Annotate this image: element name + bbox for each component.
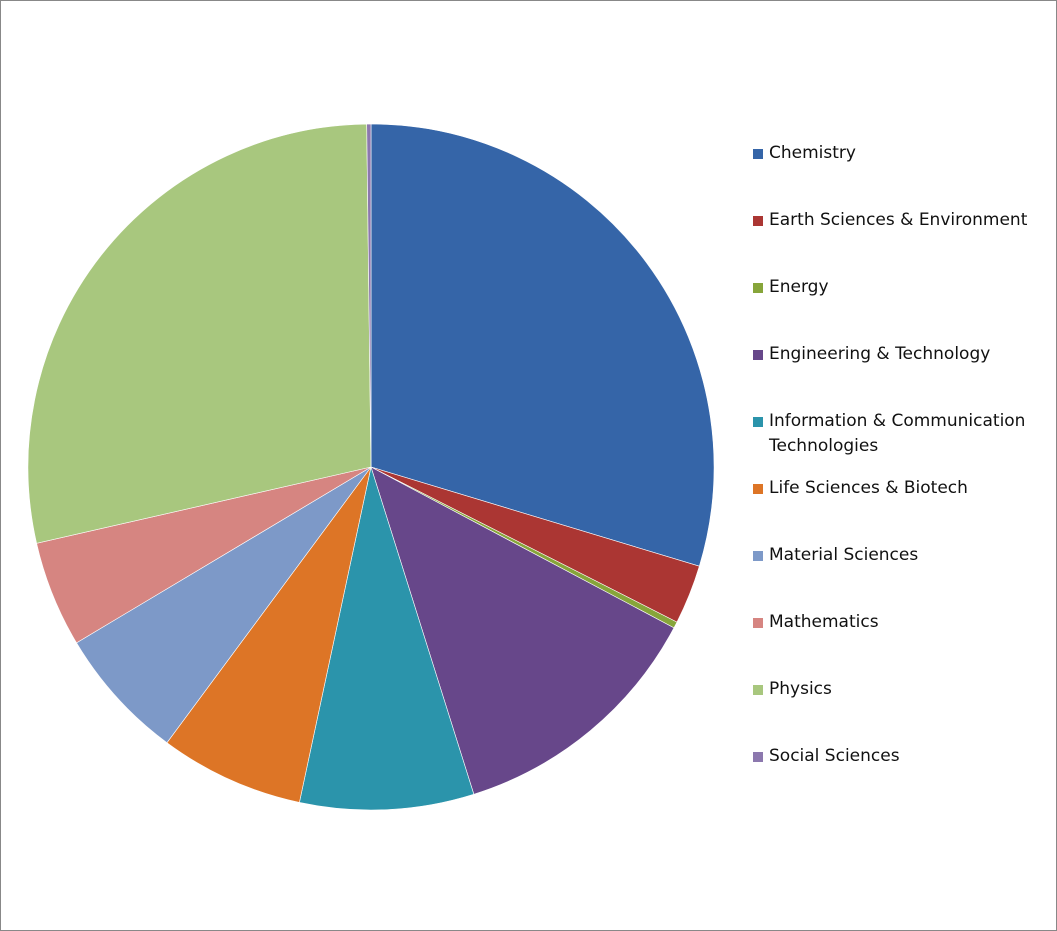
legend-item: Engineering & Technology xyxy=(753,342,1043,367)
legend-item: Life Sciences & Biotech xyxy=(753,476,1043,501)
legend-item: Chemistry xyxy=(753,141,1043,166)
legend-swatch xyxy=(753,350,763,360)
pie-slice xyxy=(76,466,372,744)
legend-label: Information & Communication Technologies xyxy=(769,411,1026,456)
legend-swatch xyxy=(753,685,763,695)
legend-item: Social Sciences xyxy=(753,744,1043,769)
legend-swatch xyxy=(753,484,763,494)
pie-slice xyxy=(166,466,372,803)
legend-label: Chemistry xyxy=(769,143,856,163)
legend-item: Energy xyxy=(753,275,1043,300)
pie-slice xyxy=(370,466,675,795)
legend-swatch xyxy=(753,417,763,427)
legend-swatch xyxy=(753,551,763,561)
legend-label: Mathematics xyxy=(769,612,879,632)
legend-label: Social Sciences xyxy=(769,746,900,766)
pie-slice xyxy=(27,123,372,544)
pie-slice xyxy=(366,123,372,468)
legend-swatch xyxy=(753,283,763,293)
legend-item: Material Sciences xyxy=(753,543,1043,568)
legend-item: Earth Sciences & Environment xyxy=(753,208,1043,233)
legend-swatch xyxy=(753,149,763,159)
legend-swatch xyxy=(753,618,763,628)
legend-label: Physics xyxy=(769,679,832,699)
legend-label: Energy xyxy=(769,277,829,297)
legend-swatch xyxy=(753,752,763,762)
legend-label: Earth Sciences & Environment xyxy=(769,210,1028,230)
legend-item: Information & Communication Technologies xyxy=(753,409,1043,459)
legend-item: Physics xyxy=(753,677,1043,702)
legend-label: Engineering & Technology xyxy=(769,344,991,364)
pie-slice xyxy=(299,465,475,811)
legend-item: Mathematics xyxy=(753,610,1043,635)
legend-label: Life Sciences & Biotech xyxy=(769,478,968,498)
legend-label: Material Sciences xyxy=(769,545,919,565)
legend-swatch xyxy=(753,216,763,226)
pie-slice xyxy=(370,123,715,567)
